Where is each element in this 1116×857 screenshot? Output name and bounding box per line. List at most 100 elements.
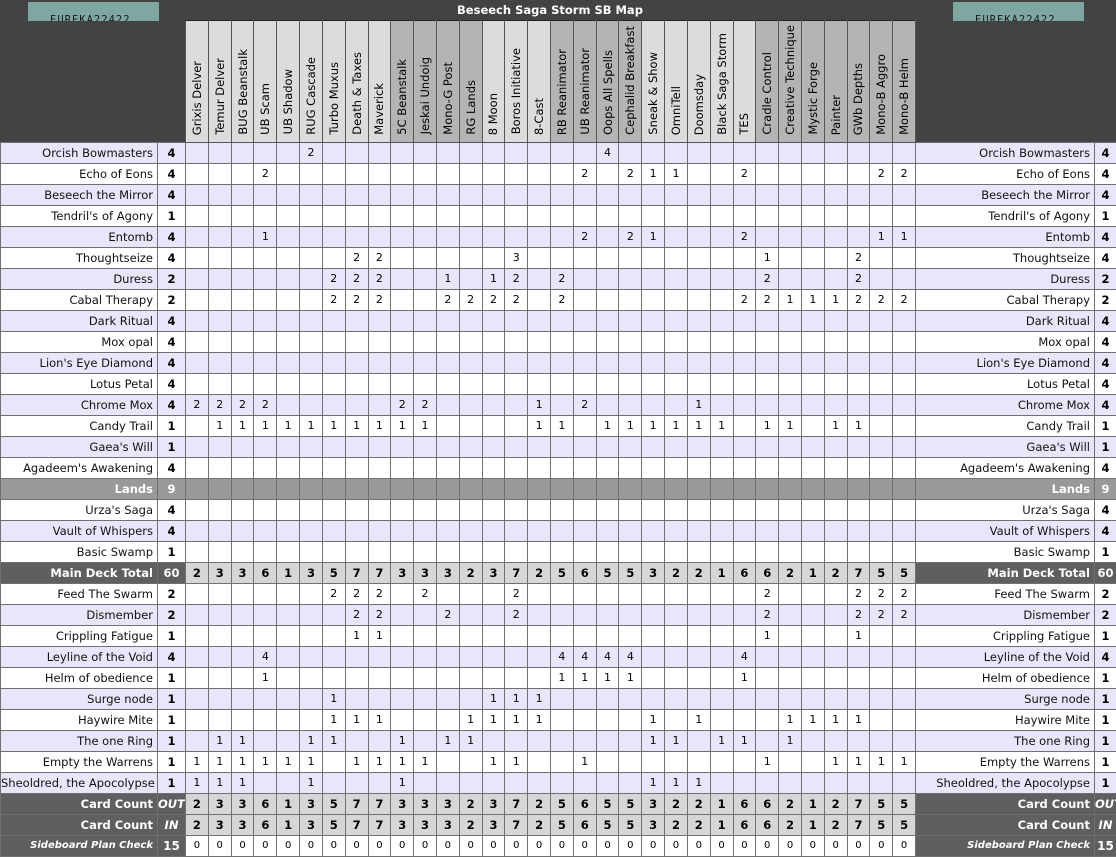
matchup-cell[interactable] [414,352,437,373]
matchup-cell[interactable]: 3 [391,793,414,814]
row-quantity[interactable]: 1 [158,205,186,226]
matchup-cell[interactable]: 2 [665,562,688,583]
matchup-cell[interactable]: 1 [231,772,254,793]
matchup-cell[interactable] [756,520,779,541]
row-label-right[interactable]: Card Count [916,793,1095,814]
matchup-cell[interactable] [322,604,345,625]
matchup-cell[interactable]: 7 [847,793,870,814]
row-quantity[interactable]: 15 [158,835,186,856]
row-quantity[interactable]: 4 [158,394,186,415]
matchup-cell[interactable]: 7 [368,793,391,814]
row-label[interactable]: Mox opal [1,331,158,352]
matchup-cell[interactable] [573,331,596,352]
matchup-cell[interactable]: 2 [254,394,277,415]
matchup-cell[interactable] [710,352,733,373]
matchup-cell[interactable] [505,352,528,373]
matchup-cell[interactable] [779,625,802,646]
matchup-cell[interactable] [436,163,459,184]
matchup-cell[interactable] [528,541,551,562]
row-quantity-right[interactable]: 1 [1095,541,1116,562]
matchup-cell[interactable] [573,478,596,499]
matchup-cell[interactable] [824,247,847,268]
matchup-cell[interactable] [665,625,688,646]
matchup-cell[interactable]: 2 [186,394,209,415]
matchup-cell[interactable] [619,268,642,289]
row-label-right[interactable]: Entomb [916,226,1095,247]
row-label-right[interactable]: Sideboard Plan Check [916,835,1095,856]
matchup-cell[interactable] [528,163,551,184]
matchup-cell[interactable] [277,226,300,247]
matchup-cell[interactable] [573,709,596,730]
matchup-cell[interactable] [186,478,209,499]
matchup-cell[interactable] [733,205,756,226]
matchup-cell[interactable] [642,646,665,667]
matchup-cell[interactable] [345,205,368,226]
matchup-cell[interactable] [870,184,893,205]
matchup-cell[interactable] [733,310,756,331]
matchup-cell[interactable] [710,226,733,247]
matchup-cell[interactable] [551,457,574,478]
matchup-cell[interactable] [391,478,414,499]
row-label-right[interactable]: Leyline of the Void [916,646,1095,667]
matchup-cell[interactable] [277,394,300,415]
matchup-cell[interactable] [208,625,231,646]
matchup-cell[interactable]: 1 [277,814,300,835]
matchup-cell[interactable] [596,583,619,604]
matchup-cell[interactable] [482,730,505,751]
matchup-cell[interactable]: 1 [300,730,323,751]
matchup-cell[interactable] [482,205,505,226]
matchup-cell[interactable] [665,352,688,373]
matchup-header[interactable]: Maverick [368,21,391,143]
row-label-right[interactable]: Haywire Mite [916,709,1095,730]
matchup-cell[interactable] [322,436,345,457]
matchup-cell[interactable]: 1 [756,415,779,436]
matchup-cell[interactable]: 0 [801,835,824,856]
matchup-cell[interactable]: 2 [756,268,779,289]
row-quantity-right[interactable]: 1 [1095,415,1116,436]
matchup-cell[interactable] [528,373,551,394]
matchup-header[interactable]: Turbo Muxus [322,21,345,143]
matchup-cell[interactable] [368,142,391,163]
matchup-cell[interactable] [436,352,459,373]
matchup-cell[interactable] [847,436,870,457]
matchup-cell[interactable]: 0 [254,835,277,856]
matchup-cell[interactable] [300,163,323,184]
matchup-cell[interactable]: 1 [619,415,642,436]
matchup-cell[interactable] [322,394,345,415]
matchup-cell[interactable] [528,226,551,247]
matchup-cell[interactable] [528,604,551,625]
matchup-cell[interactable] [322,352,345,373]
matchup-cell[interactable] [779,247,802,268]
matchup-cell[interactable] [459,142,482,163]
matchup-cell[interactable] [186,646,209,667]
matchup-cell[interactable] [300,184,323,205]
matchup-cell[interactable]: 0 [277,835,300,856]
matchup-cell[interactable] [710,289,733,310]
matchup-cell[interactable] [687,331,710,352]
matchup-cell[interactable] [642,457,665,478]
matchup-cell[interactable]: 6 [756,814,779,835]
matchup-cell[interactable] [665,331,688,352]
matchup-cell[interactable] [756,709,779,730]
matchup-cell[interactable] [505,226,528,247]
matchup-cell[interactable]: 1 [300,415,323,436]
matchup-cell[interactable] [573,142,596,163]
matchup-cell[interactable] [801,205,824,226]
matchup-cell[interactable] [551,331,574,352]
matchup-cell[interactable]: 0 [824,835,847,856]
row-label-right[interactable]: Surge node [916,688,1095,709]
matchup-cell[interactable] [391,142,414,163]
matchup-cell[interactable] [459,310,482,331]
matchup-cell[interactable] [505,184,528,205]
matchup-cell[interactable] [619,730,642,751]
row-quantity-right[interactable]: 2 [1095,289,1116,310]
matchup-cell[interactable] [300,289,323,310]
matchup-cell[interactable] [254,457,277,478]
matchup-cell[interactable]: 0 [779,835,802,856]
row-label[interactable]: Leyline of the Void [1,646,158,667]
matchup-cell[interactable] [847,205,870,226]
row-quantity[interactable]: 1 [158,730,186,751]
matchup-cell[interactable] [528,583,551,604]
matchup-cell[interactable]: 1 [231,751,254,772]
matchup-cell[interactable] [300,604,323,625]
